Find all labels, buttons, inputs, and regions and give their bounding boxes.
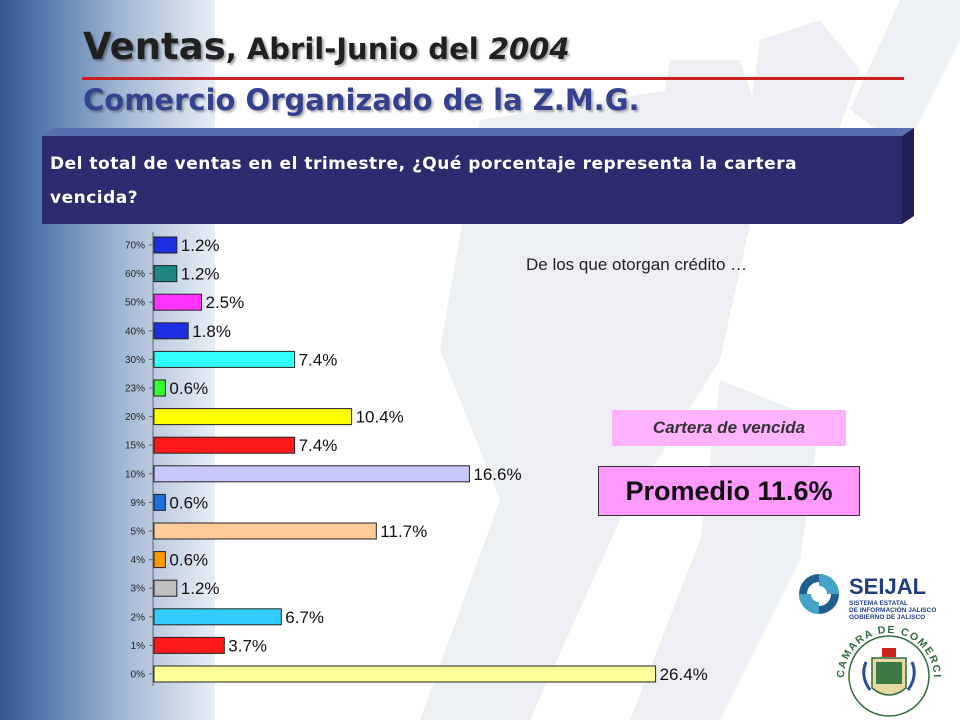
bar-20pct — [153, 408, 353, 426]
chart-note: De los que otorgan crédito … — [526, 255, 748, 274]
title-main: Ventas — [83, 25, 226, 68]
bar-value-label: 16.6% — [473, 465, 521, 484]
y-tick-label: 20% — [125, 412, 145, 423]
y-tick-label: 0% — [131, 670, 146, 681]
bar-23pct — [153, 379, 166, 397]
bar-value-label: 3.7% — [228, 636, 267, 655]
bar-value-label: 26.4% — [660, 665, 708, 684]
seijal-line1: SISTEMA ESTATAL — [849, 600, 908, 607]
y-tick-label: 50% — [125, 298, 145, 309]
legend-label: Cartera de vencida — [652, 418, 806, 437]
y-tick-label: 10% — [125, 469, 145, 480]
y-tick-label: 1% — [131, 641, 146, 652]
seijal-logo: SEIJAL SISTEMA ESTATAL DE INFORMACIÓN JA… — [799, 574, 936, 621]
seijal-name: SEIJAL — [849, 574, 926, 599]
bar-60pct — [153, 265, 178, 283]
y-tick-label: 4% — [131, 555, 146, 566]
question-text: Del total de ventas en el trimestre, ¿Qu… — [50, 154, 798, 208]
bar-value-label: 7.4% — [299, 436, 338, 455]
y-tick-label: 40% — [125, 326, 145, 337]
bar-15pct — [153, 436, 296, 454]
bar-5pct — [153, 522, 377, 540]
bar-40pct — [153, 322, 189, 340]
bar-chart: 70% 1.2% 60% 1.2% 50% 2.5% 40% 1.8% 30% 7.4% 23% 0.… — [125, 232, 708, 686]
slide-subtitle: Comercio Organizado de la Z.M.G. — [83, 83, 640, 117]
legend-box: Cartera de vencida — [612, 410, 846, 446]
title-period: , Abril-Junio del — [225, 32, 489, 66]
bar-3pct — [153, 579, 178, 597]
bar-30pct — [153, 350, 296, 368]
bar-value-label: 2.5% — [206, 293, 245, 312]
y-tick-label: 70% — [125, 241, 145, 252]
bar-value-label: 0.6% — [169, 379, 208, 398]
bar-9pct — [153, 493, 166, 511]
question-banner — [42, 128, 914, 224]
bar-value-label: 1.2% — [181, 579, 220, 598]
seijal-line2: DE INFORMACIÓN JALISCO — [849, 605, 936, 614]
average-box: Promedio 11.6% — [598, 466, 860, 516]
bar-10pct — [153, 465, 470, 483]
bar-0pct — [153, 665, 657, 683]
bar-value-label: 1.8% — [192, 322, 231, 341]
y-tick-label: 23% — [125, 384, 145, 395]
canaco-logo: CAMARA DE COMERCIO DE GUADALAJARA — [830, 622, 942, 717]
y-tick-label: 5% — [131, 527, 146, 538]
bar-value-label: 0.6% — [169, 493, 208, 512]
bar-70pct — [153, 236, 178, 254]
bar-2pct — [153, 608, 282, 626]
bar-50pct — [153, 293, 202, 311]
bar-value-label: 0.6% — [169, 551, 208, 570]
y-tick-label: 2% — [131, 612, 146, 623]
bar-4pct — [153, 551, 166, 569]
y-tick-label: 30% — [125, 355, 145, 366]
bar-value-label: 1.2% — [181, 236, 220, 255]
slide-title: Ventas, Abril-Junio del 2004 — [83, 28, 570, 65]
bar-value-label: 6.7% — [285, 608, 324, 627]
average-label: Promedio 11.6% — [625, 475, 833, 506]
bar-value-label: 10.4% — [356, 408, 404, 427]
y-tick-label: 9% — [131, 498, 146, 509]
y-tick-label: 15% — [125, 441, 145, 452]
seijal-line3: GOBIERNO DE JALISCO — [849, 614, 925, 621]
bar-value-label: 11.7% — [380, 522, 427, 541]
y-tick-label: 60% — [125, 269, 145, 280]
bar-value-label: 1.2% — [181, 265, 220, 284]
title-underline — [82, 77, 904, 80]
bar-value-label: 7.4% — [299, 350, 338, 369]
title-year: 2004 — [488, 32, 570, 66]
y-tick-label: 3% — [131, 584, 146, 595]
bar-1pct — [153, 636, 225, 654]
